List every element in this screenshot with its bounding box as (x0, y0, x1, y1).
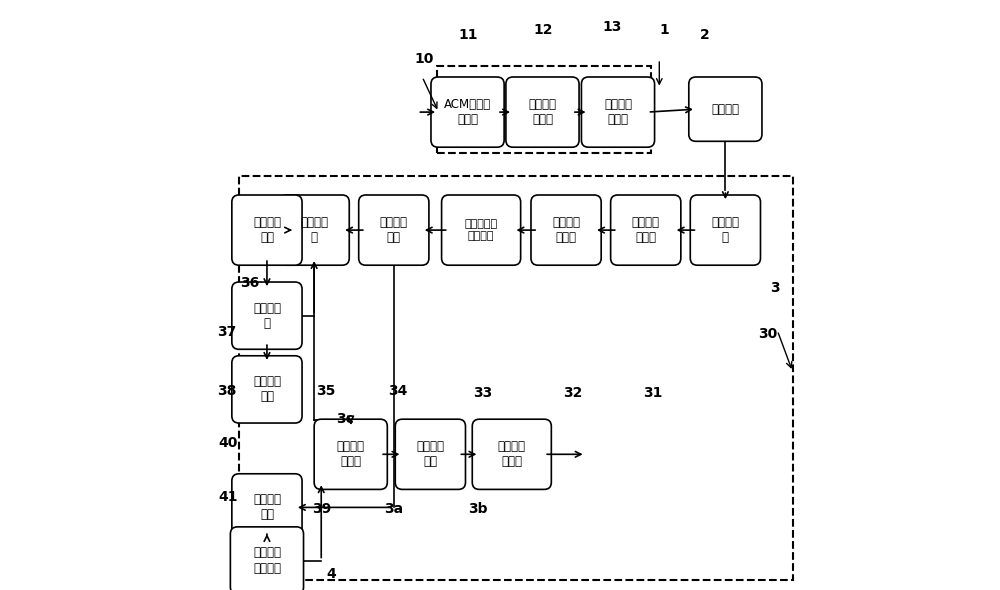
Text: 2: 2 (699, 28, 709, 42)
Text: 直接数字
控制器: 直接数字 控制器 (552, 216, 580, 244)
FancyBboxPatch shape (232, 356, 302, 423)
Text: 环路滤波
器: 环路滤波 器 (253, 301, 281, 330)
Text: 信号转换
器: 信号转换 器 (711, 216, 739, 244)
Text: 数字模拟
转换器: 数字模拟 转换器 (604, 98, 632, 126)
FancyBboxPatch shape (359, 195, 429, 266)
Text: 状态控制
模块: 状态控制 模块 (253, 375, 281, 404)
Text: 3b: 3b (468, 502, 488, 516)
Text: 自动频率
控制器: 自动频率 控制器 (632, 216, 660, 244)
Text: 36: 36 (240, 276, 260, 290)
Text: 35: 35 (316, 384, 335, 398)
Text: 3: 3 (770, 281, 780, 295)
Text: 平方根升余
弦滤波器: 平方根升余 弦滤波器 (465, 219, 498, 241)
FancyBboxPatch shape (431, 77, 504, 147)
FancyBboxPatch shape (472, 419, 551, 490)
Bar (437, 66, 651, 153)
Text: 相位同步
模块: 相位同步 模块 (416, 440, 444, 468)
Text: 13: 13 (603, 20, 622, 34)
Text: 32: 32 (563, 386, 583, 400)
Text: 33: 33 (473, 386, 493, 400)
Text: 11: 11 (459, 28, 478, 42)
Text: 38: 38 (217, 384, 236, 398)
Text: 4: 4 (326, 567, 336, 581)
FancyBboxPatch shape (689, 77, 762, 142)
FancyBboxPatch shape (531, 195, 601, 266)
Text: 3c: 3c (336, 412, 354, 426)
Text: 10: 10 (414, 52, 434, 66)
Text: 里德穆勒
解码模块: 里德穆勒 解码模块 (253, 546, 281, 575)
FancyBboxPatch shape (581, 77, 655, 147)
FancyBboxPatch shape (314, 419, 387, 490)
Text: 12: 12 (533, 22, 553, 37)
Text: 3a: 3a (384, 502, 403, 516)
Text: 37: 37 (217, 325, 236, 339)
Text: 细同步模
块: 细同步模 块 (300, 216, 328, 244)
FancyBboxPatch shape (611, 195, 681, 266)
Text: 信噪比估
计模块: 信噪比估 计模块 (498, 440, 526, 468)
Text: 41: 41 (218, 490, 237, 504)
Text: ACM物理组
帧模块: ACM物理组 帧模块 (444, 98, 491, 126)
Text: 数字上变
频模块: 数字上变 频模块 (528, 98, 556, 126)
Text: 31: 31 (643, 386, 662, 400)
FancyBboxPatch shape (506, 77, 579, 147)
Bar (239, 176, 793, 580)
Text: 频偏估计
模块: 频偏估计 模块 (253, 216, 281, 244)
Text: 1: 1 (659, 22, 669, 37)
FancyBboxPatch shape (395, 419, 465, 490)
Text: 相位恢复
模块: 相位恢复 模块 (253, 493, 281, 522)
Text: 39: 39 (312, 502, 332, 516)
Text: 30: 30 (758, 327, 778, 341)
Text: 符号同步
模块: 符号同步 模块 (380, 216, 408, 244)
FancyBboxPatch shape (690, 195, 760, 266)
FancyBboxPatch shape (230, 527, 304, 590)
Text: 34: 34 (388, 384, 407, 398)
FancyBboxPatch shape (232, 195, 302, 266)
Text: 40: 40 (218, 435, 237, 450)
FancyBboxPatch shape (279, 195, 349, 266)
FancyBboxPatch shape (232, 282, 302, 349)
FancyBboxPatch shape (442, 195, 521, 266)
FancyBboxPatch shape (232, 474, 302, 541)
Bar (239, 481, 296, 574)
Text: 业务功能
链模块: 业务功能 链模块 (337, 440, 365, 468)
Text: 卫星信道: 卫星信道 (711, 103, 739, 116)
